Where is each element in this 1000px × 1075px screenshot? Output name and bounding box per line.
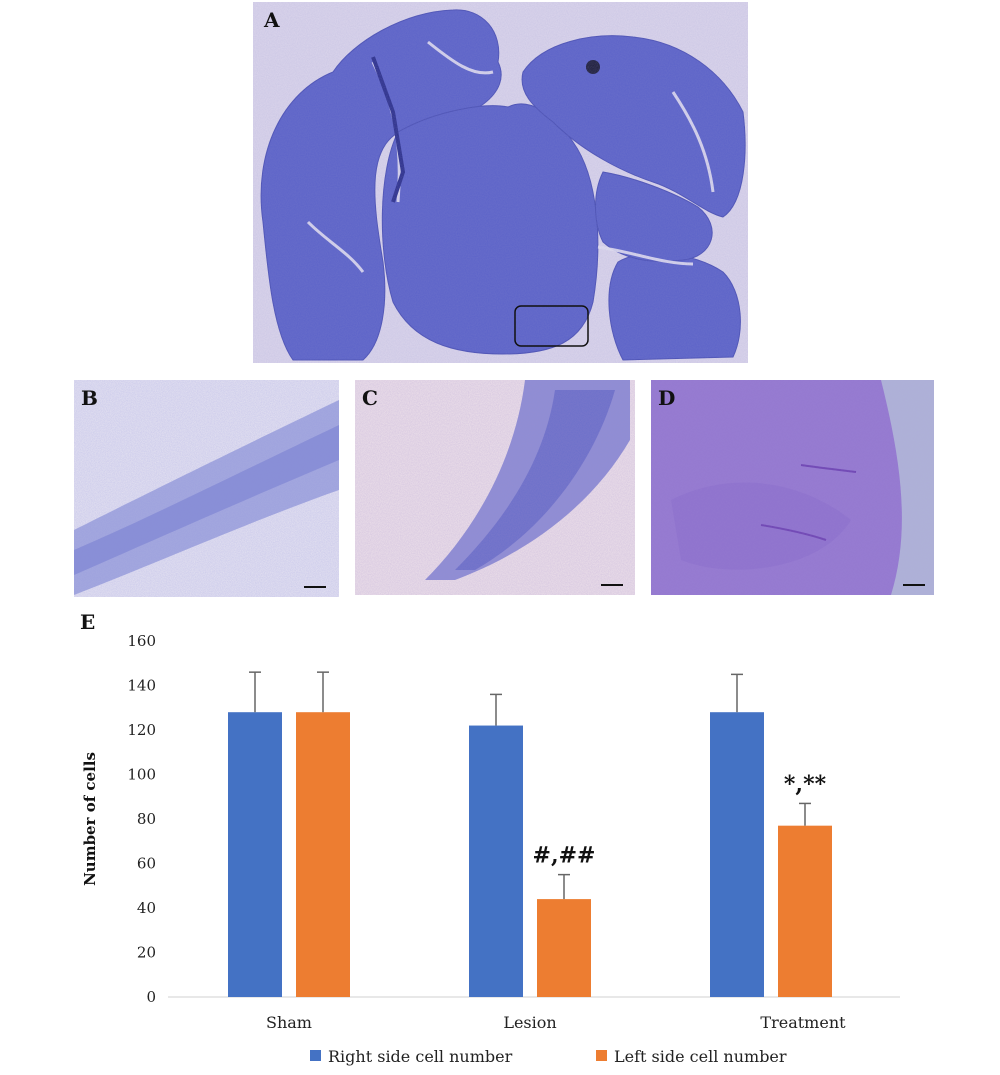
micrograph-b-image bbox=[74, 380, 339, 597]
region-box bbox=[514, 305, 589, 347]
panel-d-micrograph: D bbox=[651, 380, 934, 595]
y-tick-label: 160 bbox=[127, 632, 156, 650]
y-tick-label: 140 bbox=[127, 677, 156, 695]
panel-c-label: C bbox=[362, 386, 378, 410]
micrograph-c-image bbox=[355, 380, 635, 595]
y-axis-title: Number of cells bbox=[81, 752, 99, 886]
legend-swatch bbox=[310, 1050, 321, 1061]
x-category-label: Lesion bbox=[503, 1013, 556, 1032]
panel-d-label: D bbox=[658, 386, 676, 410]
bar-right-treatment bbox=[710, 712, 764, 997]
panel-a-micrograph: A bbox=[253, 2, 748, 363]
y-tick-label: 0 bbox=[146, 988, 156, 1006]
significance-annotation: *,** bbox=[784, 771, 827, 797]
bar-left-lesion bbox=[537, 899, 591, 997]
bar-chart: 0 20 40 60 80 100 120 140 160 Number of cells Sham… bbox=[81, 632, 900, 1066]
legend-label: Right side cell number bbox=[328, 1047, 513, 1066]
bar-right-lesion bbox=[469, 725, 523, 997]
panel-b-micrograph: B bbox=[74, 380, 339, 597]
bar-right-sham bbox=[228, 712, 282, 997]
bar-left-sham bbox=[296, 712, 350, 997]
legend-swatch bbox=[596, 1050, 607, 1061]
bar-left-treatment bbox=[778, 825, 832, 997]
y-tick-label: 60 bbox=[137, 855, 156, 873]
panel-b-label: B bbox=[81, 386, 98, 410]
y-tick-label: 40 bbox=[137, 899, 156, 917]
brain-section-image bbox=[253, 2, 748, 363]
scale-bar bbox=[601, 584, 623, 586]
scale-bar bbox=[903, 584, 925, 586]
y-tick-label: 80 bbox=[137, 810, 156, 828]
panel-c-micrograph: C bbox=[355, 380, 635, 595]
x-category-label: Sham bbox=[266, 1013, 312, 1032]
legend-label: Left side cell number bbox=[614, 1047, 787, 1066]
scale-bar bbox=[304, 586, 326, 588]
y-tick-label: 20 bbox=[137, 944, 156, 962]
panel-e-label: E bbox=[80, 610, 96, 634]
panel-a-label: A bbox=[264, 8, 280, 32]
y-tick-label: 120 bbox=[127, 721, 156, 739]
micrograph-d-image bbox=[651, 380, 934, 595]
significance-annotation: #,## bbox=[533, 843, 596, 869]
y-tick-label: 100 bbox=[127, 766, 156, 784]
x-category-label: Treatment bbox=[760, 1013, 846, 1032]
